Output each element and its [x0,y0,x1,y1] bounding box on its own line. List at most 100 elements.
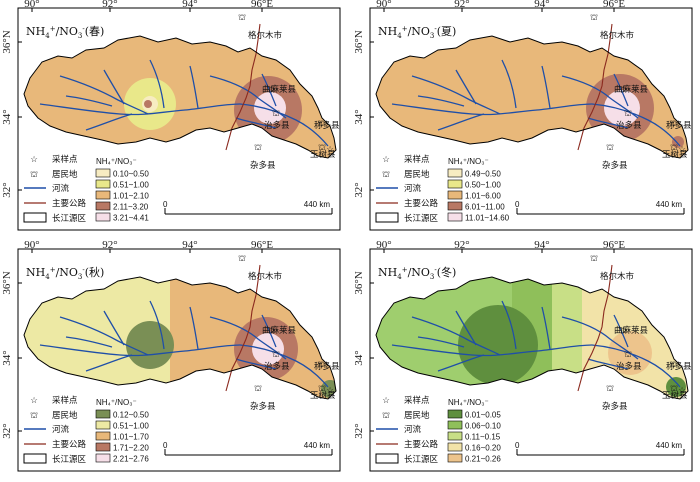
legend-class-range: 0.12~0.50 [113,411,149,420]
legend-class-range: 0.11~0.15 [465,433,501,442]
river-line [417,95,465,107]
legend-class-swatch [95,431,111,441]
settlement-icon: ⛫ [670,384,678,394]
basin-outline [375,35,689,159]
title-nh: NH [378,266,397,279]
river-line [591,103,681,147]
lon-label: 90° [376,0,391,10]
river-line [239,103,329,147]
scale-zero: 0 [163,441,168,450]
legend-basin: 长江源区 [52,454,87,465]
legend-settlement-icon: ⛫ [30,170,38,180]
river-line [411,316,501,356]
title-season: (冬) [437,265,457,279]
map-panel-summer: 90° 92° 94° 96°E 36°N 34° 32° ⛫ 格尔木市 ⛫ 曲麻莱县 ⛫ 治多县 ⛫ 称多… [352,0,697,239]
legend-settlement: 居民地 [404,410,430,421]
river-line [417,336,465,348]
legend-settlement: 居民地 [52,169,78,180]
river-line [189,306,199,350]
legend-class-title: NH₄⁺/NO₃⁻ [96,398,137,407]
lat-label: 36°N [353,30,365,53]
legend-basin: 长江源区 [404,213,439,224]
zone-low [458,305,538,385]
legend-sample-icon: ☆ [382,155,390,165]
legend-river: 河流 [52,183,70,194]
river-line [437,354,485,372]
legend-class-range: 0.06~0.10 [465,422,501,431]
place-label-golmud: 格尔木市 [600,30,635,41]
legend-class-swatch [447,201,463,211]
title-sub: 4 [45,32,50,40]
river-line [587,117,629,129]
title-no: /NO [408,266,430,279]
river-line [261,314,277,348]
zone-east [672,136,684,148]
river-line [209,75,287,119]
place-label-zhiduo: 治多县 [264,120,290,131]
place-label-chenduo: 称多县 [314,361,340,372]
legend-sample: 采样点 [52,395,78,406]
legend-class-swatch [447,409,463,419]
lon-label: 94° [534,0,549,10]
title-sup: - [434,25,437,33]
place-label-chenduo: 称多县 [666,361,692,372]
title-sub: 4 [397,273,402,281]
scale-zero: 0 [515,441,520,450]
river-line [541,306,551,350]
legend-class-range: 1.01~1.70 [113,433,149,442]
legend-river: 河流 [52,424,70,435]
legend-class-range: 1.01~6.00 [465,192,501,201]
legend-sample: 采样点 [404,395,430,406]
river-line [65,95,113,107]
lon-label: 96°E [251,0,273,10]
title-sub: 3 [430,273,434,281]
settlement-icon: ⛫ [318,360,326,370]
place-label-qumalai: 曲麻莱县 [262,84,297,95]
basin-outline [23,276,337,400]
settlement-icon: ⛫ [268,326,276,336]
lat-label: 32° [353,423,365,438]
legend-class-range: 0.10~0.50 [113,170,149,179]
panel-title: NH4+/NO3-(冬) [378,265,456,281]
river-line [209,316,287,360]
road-line [577,23,613,151]
legend-road: 主要公路 [52,198,87,209]
river-line [561,316,639,360]
legend-class-range: 0.21~0.26 [465,455,501,464]
river-line [235,117,277,129]
place-label-golmud: 格尔木市 [248,30,283,41]
lon-label: 96°E [603,0,625,10]
scale-zero: 0 [515,200,520,209]
place-label-zaduo: 杂多县 [602,160,628,171]
legend-settlement-icon: ⛫ [382,170,390,180]
settlement-icon: ⛫ [620,85,628,95]
title-sup: - [82,266,85,274]
settlement-icon: ⛫ [268,85,276,95]
legend-class-swatch [447,442,463,452]
title-sup: - [82,25,85,33]
legend-road: 主要公路 [404,198,439,209]
river-line [613,314,629,348]
river-line [561,75,639,119]
river-line [591,344,681,388]
title-sup: + [50,266,56,274]
legend-class-swatch [447,190,463,200]
place-label-zaduo: 杂多县 [250,401,276,412]
lat-label: 34° [1,109,13,124]
place-label-chenduo: 称多县 [666,120,692,131]
river-line [59,316,149,356]
settlement-icon: ⛫ [254,143,262,153]
road-line [577,264,613,392]
basin-outline [375,276,689,400]
rivers [39,59,329,147]
river-line [65,336,113,348]
panel-title: NH4+/NO3-(秋) [26,265,104,281]
river-line [501,300,517,350]
river-line [149,300,165,350]
place-label-yushu: 玉树县 [310,390,336,401]
basin-fill [24,36,336,158]
legend-class-title: NH₄⁺/NO₃⁻ [448,157,489,166]
panel-title: NH4+/NO3-(夏) [378,25,456,40]
place-label-zhiduo: 治多县 [264,361,290,372]
legend-class-range: 1.71~2.20 [113,444,149,453]
